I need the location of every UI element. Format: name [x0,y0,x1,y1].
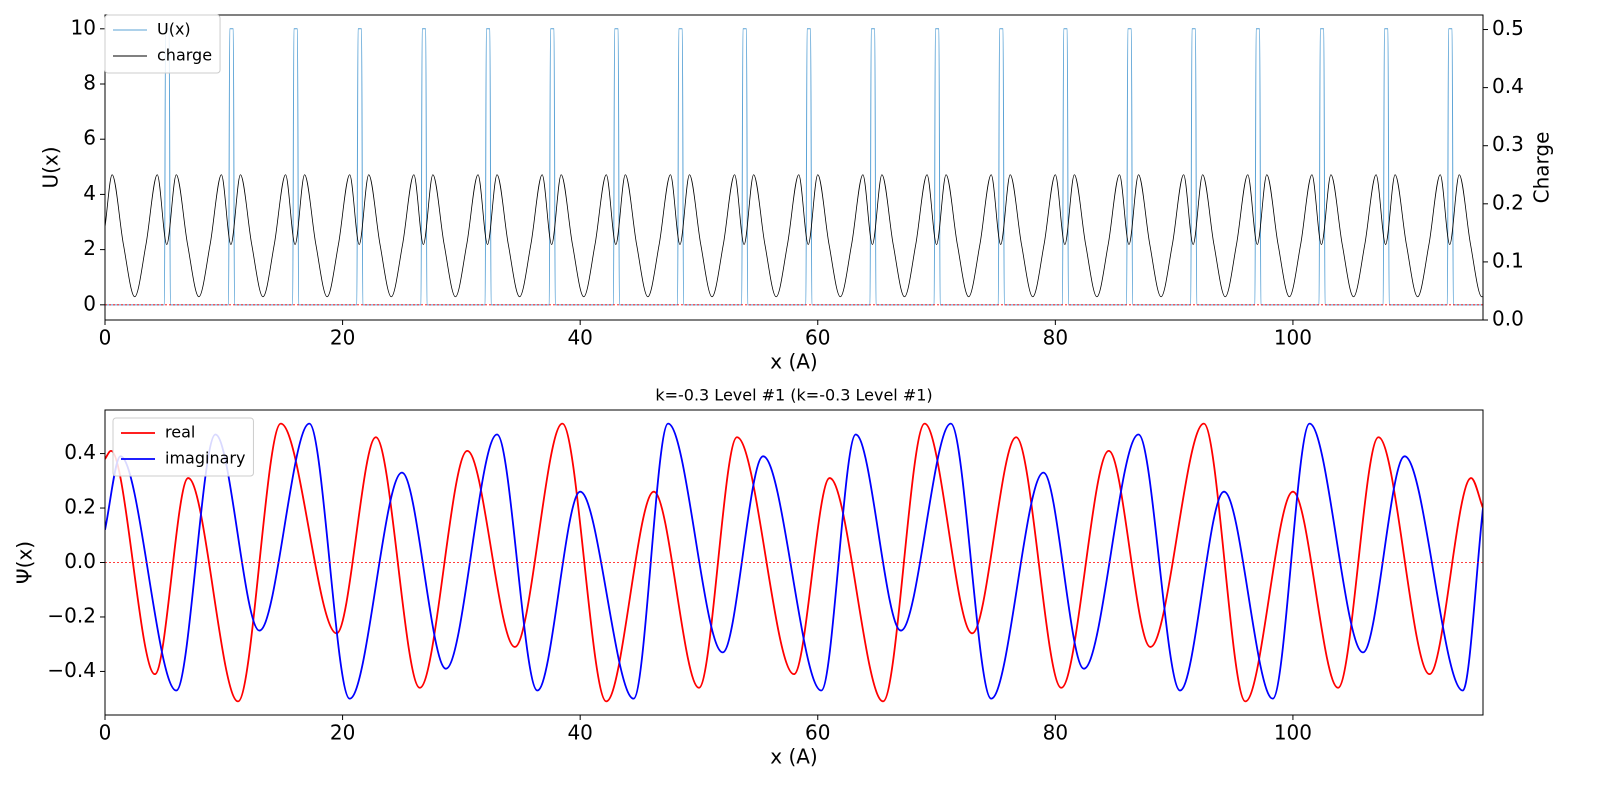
x-axis-label: x (A) [770,745,817,769]
plot-area [105,28,1483,306]
legend-label: U(x) [157,20,191,39]
x-tick-label: 0 [99,721,112,745]
y-tick-label: −0.2 [47,603,96,627]
y-tick-label: 8 [83,71,96,95]
series-line [105,422,1483,703]
x-tick-label: 60 [805,326,830,350]
y2-tick-label: 0.4 [1492,74,1524,98]
y2-tick-label: 0.3 [1492,132,1524,156]
y-tick-label: 6 [83,126,96,150]
y2-tick-label: 0.5 [1492,16,1524,40]
x-tick-label: 20 [330,326,355,350]
x-tick-label: 0 [99,326,112,350]
y-tick-label: 0.0 [64,549,96,573]
y-tick-label: 0 [83,291,96,315]
y-tick-label: −0.4 [47,658,96,682]
y-axis-label: U(x) [39,146,63,188]
series-line [105,28,1483,306]
y-tick-label: 0.2 [64,495,96,519]
legend-label: charge [157,46,212,65]
y2-tick-label: 0.1 [1492,248,1524,272]
x-tick-label: 20 [330,721,355,745]
x-tick-label: 40 [567,721,592,745]
chart-title: k=-0.3 Level #1 (k=-0.3 Level #1) [655,386,932,405]
x-tick-label: 40 [567,326,592,350]
y2-axis-label: Charge [1530,132,1554,204]
axes: 0 20 40 60 80 100 −0.4 −0.2 0.0 0.2 0.4 x (A) Ψ(x) k=… [13,386,1484,769]
axes: 0 20 40 60 80 100 0 2 4 6 8 10 0.0 0.1 0.2 0.3 0.4 0.5 x (… [39,14,1554,374]
plot-area [105,422,1483,703]
series-line [105,174,1483,298]
y2-tick-label: 0.2 [1492,190,1524,214]
series-line [105,422,1483,700]
y-tick-label: 10 [71,15,96,39]
x-tick-label: 100 [1274,326,1312,350]
x-axis-label: x (A) [770,350,817,374]
x-tick-label: 80 [1043,326,1068,350]
legend: real imaginary [112,417,254,477]
legend-label: real [165,423,195,442]
legend-label: imaginary [165,449,245,468]
x-tick-label: 100 [1274,721,1312,745]
x-tick-label: 80 [1043,721,1068,745]
y2-tick-label: 0.0 [1492,307,1524,331]
x-tick-label: 60 [805,721,830,745]
y-tick-label: 4 [83,181,96,205]
legend: U(x) charge [104,14,221,74]
y-tick-label: 0.4 [64,440,96,464]
y-axis-label: Ψ(x) [13,541,37,584]
y-tick-label: 2 [83,236,96,260]
axes-frame [104,14,1484,321]
